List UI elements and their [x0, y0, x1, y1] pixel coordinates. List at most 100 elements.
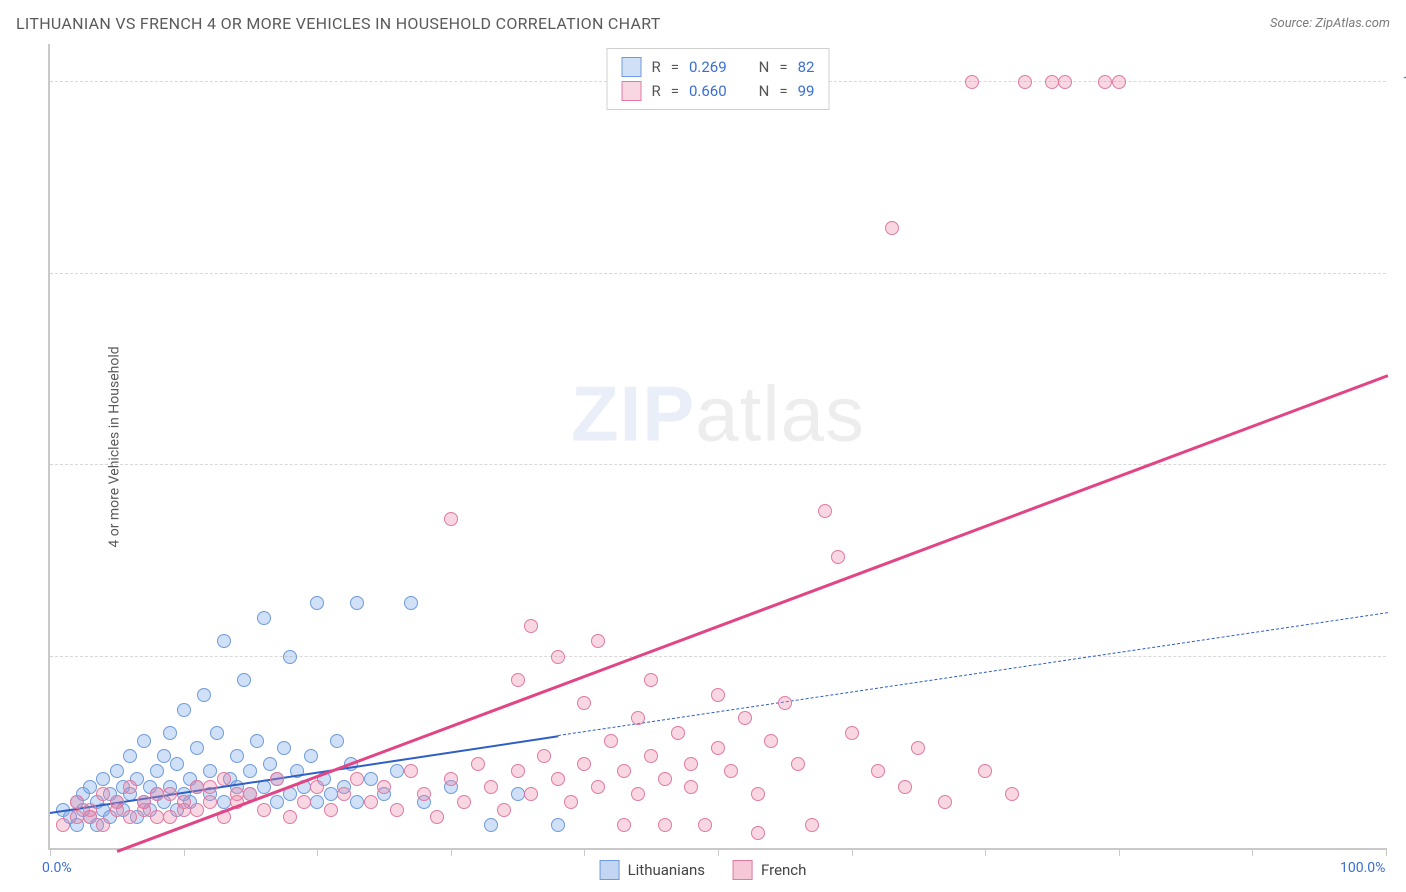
data-point	[471, 757, 485, 771]
data-point	[457, 795, 471, 809]
data-point	[978, 764, 992, 778]
data-point	[283, 787, 297, 801]
gridline	[50, 464, 1386, 465]
data-point	[644, 749, 658, 763]
data-point	[577, 757, 591, 771]
data-point	[1112, 75, 1126, 89]
data-point	[83, 780, 97, 794]
watermark: ZIPatlas	[571, 368, 865, 459]
data-point	[350, 795, 364, 809]
data-point	[83, 810, 97, 824]
x-tick	[451, 848, 452, 856]
x-tick-label: 100.0%	[1340, 860, 1385, 876]
data-point	[96, 818, 110, 832]
stat-legend: R=0.269N=82R=0.660N=99	[607, 48, 830, 110]
data-point	[230, 749, 244, 763]
legend-swatch	[733, 860, 753, 880]
data-point	[96, 772, 110, 786]
data-point	[350, 596, 364, 610]
data-point	[297, 795, 311, 809]
data-point	[898, 780, 912, 794]
data-point	[217, 772, 231, 786]
stat-eq: =	[779, 58, 787, 76]
legend-swatch	[622, 81, 642, 101]
stat-n-label: N	[759, 82, 770, 100]
stat-r-label: R	[652, 82, 661, 100]
x-tick	[1386, 848, 1387, 856]
data-point	[210, 726, 224, 740]
data-point	[791, 757, 805, 771]
stat-eq: =	[671, 58, 679, 76]
data-point	[310, 596, 324, 610]
legend-item: French	[733, 860, 806, 880]
x-tick	[584, 848, 585, 856]
data-point	[577, 696, 591, 710]
data-point	[257, 611, 271, 625]
data-point	[163, 810, 177, 824]
x-tick-label: 0.0%	[42, 860, 72, 876]
data-point	[177, 803, 191, 817]
data-point	[444, 772, 458, 786]
data-point	[711, 741, 725, 755]
data-point	[270, 795, 284, 809]
stat-r-value: 0.269	[689, 58, 727, 76]
data-point	[751, 787, 765, 801]
data-point	[96, 787, 110, 801]
data-point	[684, 780, 698, 794]
data-point	[1098, 75, 1112, 89]
data-point	[250, 734, 264, 748]
data-point	[511, 787, 525, 801]
x-tick	[1119, 848, 1120, 856]
data-point	[591, 634, 605, 648]
data-point	[123, 810, 137, 824]
data-point	[965, 75, 979, 89]
data-point	[324, 787, 338, 801]
bottom-legend: LithuaniansFrench	[600, 860, 807, 880]
data-point	[56, 818, 70, 832]
data-point	[163, 787, 177, 801]
data-point	[364, 772, 378, 786]
stat-eq: =	[671, 82, 679, 100]
data-point	[484, 818, 498, 832]
data-point	[604, 734, 618, 748]
data-point	[404, 596, 418, 610]
data-point	[524, 619, 538, 633]
data-point	[324, 803, 338, 817]
data-point	[484, 780, 498, 794]
x-tick	[50, 848, 51, 856]
x-tick	[985, 848, 986, 856]
chart-header: LITHUANIAN VS FRENCH 4 OR MORE VEHICLES …	[16, 14, 1390, 33]
chart-title: LITHUANIAN VS FRENCH 4 OR MORE VEHICLES …	[16, 14, 661, 33]
data-point	[257, 803, 271, 817]
data-point	[157, 749, 171, 763]
data-point	[150, 787, 164, 801]
data-point	[671, 726, 685, 740]
data-point	[871, 764, 885, 778]
data-point	[644, 673, 658, 687]
data-point	[390, 764, 404, 778]
data-point	[764, 734, 778, 748]
data-point	[203, 764, 217, 778]
stat-legend-row: R=0.660N=99	[622, 79, 815, 103]
data-point	[818, 504, 832, 518]
chart-area: 4 or more Vehicles in Household ZIPatlas…	[48, 44, 1386, 850]
data-point	[277, 741, 291, 755]
data-point	[330, 734, 344, 748]
data-point	[631, 711, 645, 725]
data-point	[684, 757, 698, 771]
data-point	[283, 650, 297, 664]
legend-label: French	[761, 861, 806, 879]
data-point	[617, 764, 631, 778]
data-point	[270, 772, 284, 786]
trend-line	[558, 612, 1388, 736]
data-point	[283, 810, 297, 824]
data-point	[404, 764, 418, 778]
stat-eq: =	[779, 82, 787, 100]
stat-n-value: 82	[798, 58, 815, 76]
stat-n-label: N	[759, 58, 770, 76]
data-point	[711, 688, 725, 702]
data-point	[170, 757, 184, 771]
stat-r-value: 0.660	[689, 82, 727, 100]
data-point	[845, 726, 859, 740]
data-point	[658, 818, 672, 832]
